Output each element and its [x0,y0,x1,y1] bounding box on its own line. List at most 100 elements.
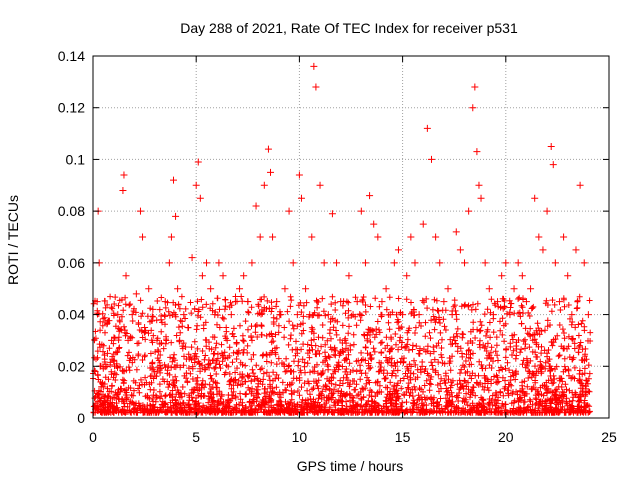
data-point [444,285,452,293]
y-tick-label: 0.08 [58,203,85,219]
data-point [407,233,415,241]
data-point [316,181,324,189]
data-point [176,336,184,344]
data-point [572,246,580,254]
data-point [203,259,211,267]
data-point [527,285,535,293]
data-point [149,305,157,313]
data-point [522,298,530,306]
data-point [506,311,514,319]
data-point [252,202,260,210]
x-tick-label: 10 [292,429,308,445]
data-point [227,311,235,319]
data-point [165,259,173,267]
y-tick-label: 0.14 [58,48,85,64]
data-point [281,285,289,293]
data-point [502,259,510,267]
data-point [119,186,127,194]
data-point [514,259,522,267]
data-point [489,311,497,319]
data-point [248,259,256,267]
x-tick-label: 25 [601,429,617,445]
data-point [423,124,431,132]
data-point [549,161,557,169]
data-point [256,233,264,241]
data-point [481,259,489,267]
data-point [320,259,328,267]
data-point [452,228,460,236]
data-point [157,316,165,324]
data-point [196,194,204,202]
data-point [124,336,132,344]
data-point [211,311,219,319]
data-point [456,246,464,254]
data-point [231,298,239,306]
data-point [448,311,456,319]
data-point [361,259,369,267]
data-point [394,246,402,254]
axis-ticks [92,55,610,419]
x-tick-label: 5 [192,429,200,445]
data-point [139,233,147,241]
y-tick-label: 0.04 [58,307,85,323]
x-axis-label: GPS time / hours [297,458,404,474]
data-point [580,259,588,267]
data-points [91,62,592,391]
data-point [535,233,543,241]
noise-band-markers [90,293,594,416]
data-point [518,272,526,280]
data-point [477,194,485,202]
data-point [240,272,248,280]
data-point [353,298,361,306]
y-tick-label: 0.02 [58,358,85,374]
data-point [374,233,382,241]
data-point [461,259,469,267]
data-point [184,324,192,331]
data-point [192,181,200,189]
data-point [427,155,435,163]
data-point [436,259,444,267]
data-point [403,272,411,280]
data-point [345,272,353,280]
data-point [337,298,345,306]
data-point [260,181,268,189]
data-point [141,324,149,331]
y-axis-label: ROTI / TECUs [5,195,21,285]
data-point [370,220,378,228]
data-point [498,272,506,280]
data-point [419,220,427,228]
data-point [169,176,177,184]
data-point [269,233,277,241]
y-tick-label: 0.12 [58,100,85,116]
data-point [302,285,310,293]
data-point [308,233,316,241]
data-point [564,272,572,280]
data-point [289,259,297,267]
data-point [273,298,281,306]
data-point [324,311,332,319]
data-point [494,298,502,306]
data-point [568,311,576,319]
data-point [310,62,318,70]
data-point [194,158,202,166]
data-point [122,272,130,280]
x-tick-label: 15 [395,429,411,445]
background-noise-points [90,293,594,416]
data-point [153,336,161,344]
data-point [341,336,349,344]
data-point [120,171,128,179]
data-point [167,233,175,241]
x-tick-label: 20 [498,429,514,445]
data-point [415,311,423,319]
data-point [198,272,206,280]
data-point [110,357,118,365]
data-point [293,311,301,319]
plot-frame [92,55,610,419]
data-point [277,311,285,319]
data-point [295,171,303,179]
data-point [128,311,136,319]
data-point [306,311,314,319]
data-point [366,192,374,200]
y-tick-label: 0 [77,410,85,426]
